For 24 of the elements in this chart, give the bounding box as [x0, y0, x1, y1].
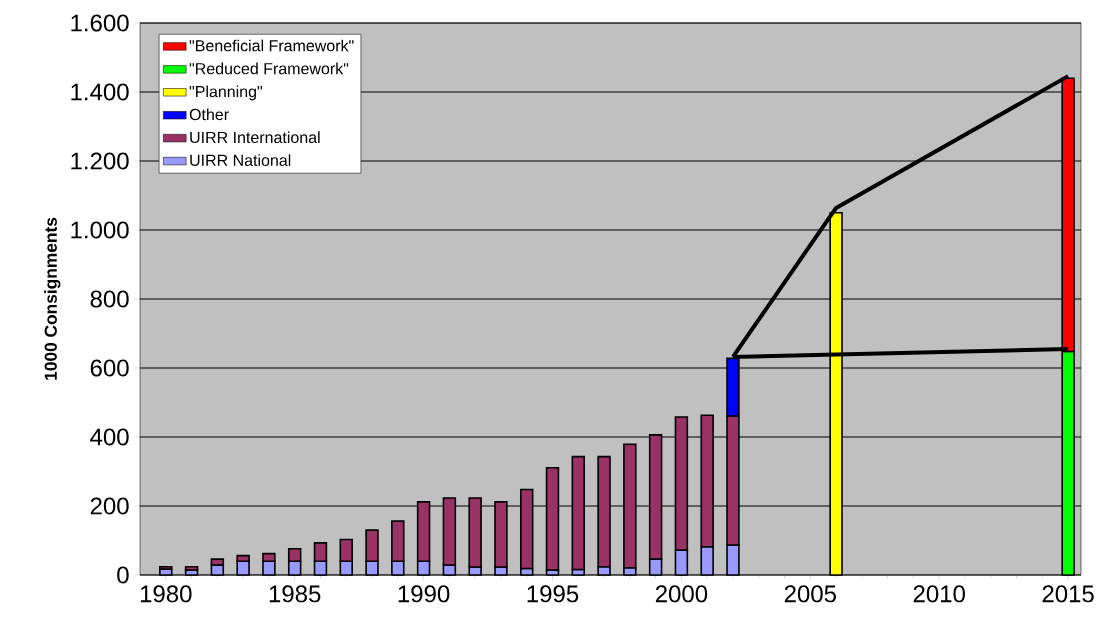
legend-label: UIRR National: [190, 154, 291, 166]
y-tick-label: 200: [90, 497, 129, 515]
x-tick-label: 2010: [913, 585, 965, 603]
legend-label: UIRR International: [190, 131, 320, 144]
y-tick-label: 1.200: [71, 152, 129, 170]
y-tick-label: 0: [117, 566, 129, 584]
x-tick-label: 1990: [398, 585, 450, 603]
legend-label: "Reduced Framework": [189, 62, 349, 75]
y-tick-label: 1.600: [71, 14, 129, 32]
legend-label: Other: [189, 108, 229, 121]
x-tick-label: 1980: [140, 585, 192, 603]
y-tick-label: 600: [90, 359, 129, 377]
legend-label: "Planning": [189, 85, 262, 101]
x-tick-label: 2015: [1042, 585, 1094, 603]
x-tick-label: 2005: [784, 585, 836, 603]
y-tick-label: 1.000: [71, 221, 129, 239]
y-tick-label: 1.400: [71, 83, 129, 101]
x-tick-label: 1995: [527, 585, 579, 603]
y-tick-label: 400: [90, 428, 129, 446]
legend-label: "Beneficial Framework": [189, 39, 354, 52]
y-tick-label: 800: [90, 290, 129, 308]
x-tick-label: 2000: [655, 585, 708, 603]
x-tick-label: 1985: [269, 585, 321, 603]
y-axis-title: 1000 Consignments: [44, 217, 61, 380]
